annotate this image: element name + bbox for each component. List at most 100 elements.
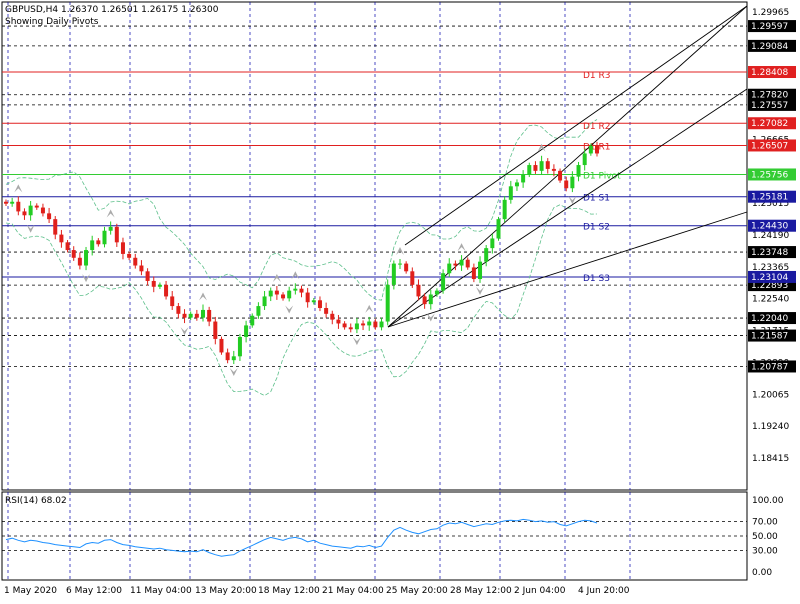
price-tick-label: 1.19240 — [752, 422, 789, 432]
time-label: 1 May 2020 — [4, 586, 57, 596]
pivot-value: 1.25181 — [751, 193, 788, 203]
candle-body — [287, 290, 292, 299]
dashed-level-tag — [748, 312, 796, 325]
candle-body — [4, 201, 8, 204]
candle-body — [447, 263, 452, 274]
rsi-tick-label: 0.00 — [752, 568, 772, 578]
fractal-up-arrow — [365, 304, 374, 313]
candle-body — [201, 309, 205, 318]
fractal-arrows — [14, 143, 577, 377]
candle-body — [274, 290, 279, 295]
candle-body — [77, 257, 82, 266]
dashed-level-tag — [748, 20, 796, 33]
candle-body — [330, 313, 335, 320]
candle-body — [379, 321, 384, 328]
price-tick-label: 1.29965 — [752, 8, 789, 18]
pivot-tag — [748, 190, 796, 203]
candle-body — [398, 263, 402, 265]
trendline — [387, 5, 748, 328]
candle-body — [219, 338, 224, 353]
candle-body — [508, 186, 513, 200]
dashed-level-value: 1.21587 — [751, 332, 788, 342]
pivot-value: 1.24430 — [751, 222, 788, 232]
candle-body — [28, 205, 33, 216]
rsi-tick-label: 70.00 — [752, 518, 778, 528]
fractal-up-arrow — [396, 246, 404, 255]
pivot-label: D1 R3 — [583, 71, 611, 81]
candle-body — [478, 261, 483, 280]
fractal-down-arrow — [426, 313, 435, 322]
channel-upper-line — [404, 5, 748, 246]
candle-body — [250, 315, 255, 326]
price-tick-label: 1.20065 — [752, 390, 789, 400]
price-tick-label: 1.18415 — [752, 454, 789, 464]
candle-body — [514, 182, 519, 187]
fractal-down-arrow — [352, 337, 361, 346]
candle-body — [558, 170, 563, 181]
candle-body — [59, 234, 64, 243]
fractal-down-arrow — [26, 224, 35, 233]
trendline — [387, 211, 748, 328]
main-chart-panel — [1, 1, 748, 491]
fractal-down-arrow — [229, 368, 238, 377]
candle-body — [570, 176, 575, 189]
candle-body — [539, 161, 544, 171]
rsi-series — [2, 518, 747, 557]
candle-body — [324, 308, 329, 314]
candle-body — [10, 201, 15, 204]
candle-body — [367, 321, 372, 326]
dashed-level-tag — [748, 360, 796, 373]
candle-body — [102, 230, 107, 245]
candle-body — [22, 211, 27, 216]
pivot-tag — [748, 139, 796, 152]
candle-body — [373, 321, 378, 328]
time-label: 28 May 12:00 — [450, 586, 512, 596]
time-label: 18 May 12:00 — [258, 586, 320, 596]
candle-body — [244, 325, 249, 337]
candle-body — [391, 263, 396, 285]
candle-body — [471, 267, 476, 280]
trend-lines[interactable] — [387, 5, 748, 328]
dashed-level-tag — [748, 88, 796, 101]
candle-body — [465, 259, 470, 268]
time-label: 11 May 04:00 — [130, 586, 192, 596]
pivot-tag — [748, 66, 796, 79]
pivot-tag — [748, 219, 796, 232]
rsi-label: RSI(14) 68.02 — [5, 496, 67, 506]
candle-body — [484, 248, 489, 262]
pivot-subtitle: Showing Daily Pivots — [5, 17, 99, 27]
candle-body — [521, 174, 526, 183]
candle-body — [502, 199, 507, 220]
candle-body — [151, 280, 156, 287]
dashed-level-tag — [748, 329, 796, 342]
candle-body — [385, 284, 390, 322]
candle-body — [281, 294, 286, 299]
dashed-level-value: 1.27557 — [751, 101, 788, 111]
candle-body — [527, 165, 532, 175]
rsi-tick-label: 30.00 — [752, 546, 778, 556]
pivot-value: 1.28408 — [751, 68, 788, 78]
candle-body — [496, 219, 501, 239]
candle-body — [213, 321, 218, 339]
candle-body — [139, 265, 144, 272]
candle-body — [545, 161, 550, 169]
candle-body — [145, 271, 150, 281]
candle-body — [182, 313, 187, 318]
candle-body — [434, 290, 439, 295]
candle-body — [595, 145, 599, 154]
fractal-up-arrow — [537, 143, 546, 152]
price-tick-label: 1.22540 — [752, 295, 789, 305]
pivot-label: D1 R2 — [583, 122, 611, 132]
fractal-up-arrow — [291, 271, 300, 280]
candle-body — [342, 323, 347, 328]
pivot-label: D1 S3 — [583, 274, 610, 284]
candle-body — [268, 290, 273, 297]
candle-body — [305, 292, 310, 303]
candle-body — [96, 240, 101, 245]
candle-body — [90, 240, 95, 251]
dashed-level-value: 1.29084 — [751, 42, 788, 52]
candle-body — [299, 288, 304, 293]
candle-body — [311, 300, 316, 303]
